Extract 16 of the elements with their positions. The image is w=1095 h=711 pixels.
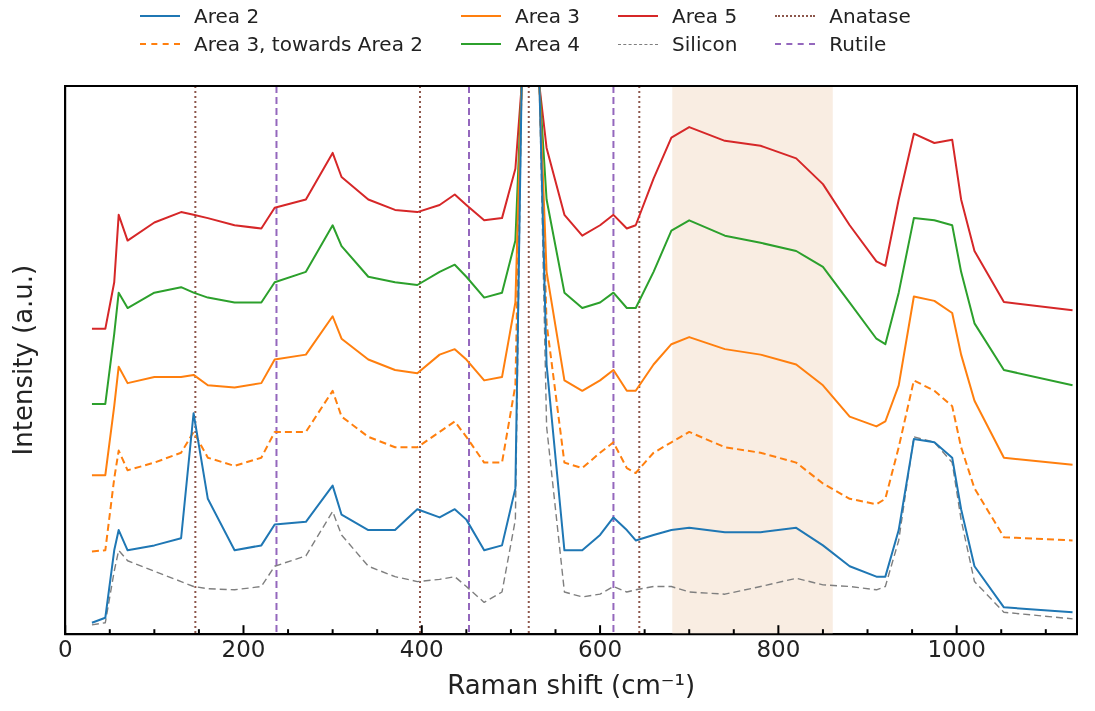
- x-tick-label: 0: [57, 635, 73, 662]
- legend-label: Area 5: [672, 4, 738, 28]
- x-tick-label: 1000: [927, 635, 986, 662]
- legend-label: Anatase: [829, 4, 911, 28]
- y-axis-title: Intensity (a.u.): [8, 264, 39, 456]
- x-tick-label: 800: [756, 635, 801, 662]
- legend-label: Area 3: [514, 4, 581, 28]
- legend-label: Area 2: [194, 4, 260, 28]
- legend-label: Area 4: [514, 32, 581, 56]
- legend-label: Area 3, towards Area 2: [194, 32, 423, 56]
- x-axis-title: Raman shift (cm⁻¹): [447, 670, 696, 701]
- legend-label: Rutile: [829, 32, 887, 56]
- x-tick-label: 400: [399, 635, 444, 662]
- legend-label: Silicon: [672, 32, 738, 56]
- x-tick-label: 200: [221, 635, 266, 662]
- x-tick-label: 600: [578, 635, 623, 662]
